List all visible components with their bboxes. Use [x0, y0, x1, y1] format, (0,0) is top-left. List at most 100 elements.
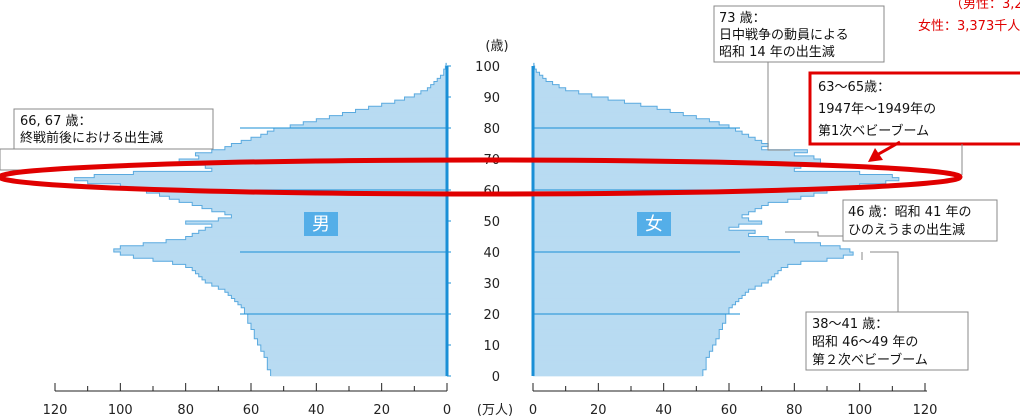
male-bar-age-88	[394, 100, 447, 104]
female-bar-age-21	[533, 307, 729, 312]
female-bar-age-0	[533, 372, 703, 377]
female-bar-age-17	[533, 320, 726, 324]
female-bar-age-67	[533, 165, 801, 169]
female-bar-age-36	[533, 261, 801, 265]
female-bar-age-2	[533, 366, 707, 371]
female-label: 女	[645, 214, 663, 235]
male-bar-age-72	[211, 149, 447, 154]
red-arrow-shaft	[874, 140, 901, 158]
female-bar-age-14	[533, 329, 720, 333]
annotation-63-65: 63〜65歳： 1947年〜1949年の 第1次ベビーブーム	[808, 71, 1020, 175]
male-bar-age-63	[74, 177, 447, 182]
male-bar-age-9	[260, 345, 447, 349]
female-bar-age-13	[533, 332, 720, 337]
male-bar-age-73	[224, 146, 447, 151]
female-bar-outline	[533, 62, 900, 376]
male-bar-age-77	[260, 134, 447, 138]
male-bar-age-33	[195, 270, 447, 275]
female-bar-age-79	[533, 128, 736, 132]
female-bar-age-55	[533, 202, 769, 206]
female-bar-age-80	[533, 124, 729, 129]
male-bar-age-89	[404, 97, 447, 101]
male-bar-age-28	[218, 286, 447, 290]
female-bar-age-97	[533, 72, 540, 76]
female-bar-age-90	[533, 93, 592, 98]
x-axis-unit: (万人)	[477, 403, 513, 418]
age-tick-80: 80	[483, 122, 500, 137]
male-bar-age-66	[211, 168, 447, 172]
male-bar-age-61	[120, 183, 447, 188]
male-bar-age-98	[443, 69, 447, 73]
male-bar-age-85	[355, 109, 447, 113]
y-axis-label: (歳)	[485, 39, 508, 54]
x-label-male-100: 100	[108, 403, 133, 418]
male-bar-age-80	[290, 124, 447, 129]
female-bar-age-41	[533, 245, 841, 250]
x-label-female-0: 0	[529, 403, 537, 418]
annotation-66-67-line2: 終戦前後における出生減	[20, 130, 163, 146]
male-bar-age-38	[133, 255, 447, 259]
male-bar-age-30	[205, 279, 447, 284]
annotation-73: 73 歳： 日中戦争の動員による 昭和 14 年の出生減	[713, 5, 885, 151]
female-bar-age-23	[533, 301, 736, 306]
female-bar-age-91	[533, 90, 579, 95]
annotation-38-41: 38〜41 歳： 昭和 46〜49 年の 第２次ベビーブーム	[805, 251, 969, 371]
annotation-73-line1: 73 歳：	[719, 11, 766, 26]
male-bar-age-44	[185, 236, 448, 240]
female-bar-age-30	[533, 279, 769, 284]
female-bar-age-7	[533, 351, 710, 355]
male-bar-age-87	[381, 103, 447, 107]
female-bar-age-89	[533, 97, 609, 101]
male-bar-age-70	[198, 155, 447, 160]
male-bar-age-60	[133, 186, 447, 191]
age-tick-0: 0	[492, 370, 500, 385]
annotation-73-line3: 昭和 14 年の出生減	[719, 44, 835, 60]
male-bar-age-21	[244, 307, 447, 312]
male-bar-age-19	[247, 314, 447, 318]
female-bar-age-83	[533, 115, 697, 120]
female-bar-age-95	[533, 78, 547, 82]
age-gridlines	[240, 127, 740, 315]
male-bar-age-84	[342, 112, 447, 116]
annotation-73-line2: 日中戦争の動員による	[719, 28, 849, 43]
age-tick-40: 40	[483, 246, 500, 261]
female-bar-age-12	[533, 335, 720, 340]
female-bar-age-19	[533, 314, 726, 318]
male-bar-age-94	[433, 81, 447, 85]
male-bar-age-23	[237, 301, 447, 306]
female-bar-age-18	[533, 317, 726, 321]
male-bar-age-17	[247, 320, 447, 324]
female-bar-age-62	[533, 180, 886, 185]
female-bar-age-61	[533, 183, 860, 188]
female-bar-age-63	[533, 177, 899, 182]
male-label: 男	[312, 214, 330, 235]
annotation-66-67: 66, 67 歳： 終戦前後における出生減	[0, 108, 214, 171]
male-bar-age-76	[251, 137, 447, 141]
male-bar-age-32	[198, 273, 447, 278]
male-bar-age-24	[234, 298, 447, 302]
male-bar-outline	[74, 62, 447, 376]
annotation-63-65-line2: 1947年〜1949年の	[818, 102, 936, 117]
female-bar-age-29	[533, 283, 762, 287]
female-bar-age-33	[533, 270, 778, 275]
male-bar-age-1	[270, 369, 447, 374]
male-bar-age-20	[244, 310, 447, 315]
female-bar-age-87	[533, 103, 641, 107]
male-bar-age-10	[257, 341, 447, 346]
female-bar-age-47	[533, 227, 729, 231]
x-label-female-60: 60	[721, 403, 738, 418]
male-bar-age-54	[202, 205, 447, 209]
female-bar-age-84	[533, 112, 684, 116]
male-bar-age-81	[303, 121, 447, 126]
female-bar-age-71	[533, 152, 795, 157]
female-label-box	[637, 212, 671, 236]
age-tick-30: 30	[483, 277, 500, 292]
male-bar-age-36	[172, 261, 447, 265]
annotation-38-41-line3: 第２次ベビーブーム	[812, 352, 928, 368]
male-bar-age-42	[143, 242, 447, 247]
x-label-female-40: 40	[655, 403, 672, 418]
male-bar-age-79	[273, 128, 447, 132]
male-bar-age-67	[205, 165, 447, 169]
male-bar-age-0	[270, 372, 447, 377]
